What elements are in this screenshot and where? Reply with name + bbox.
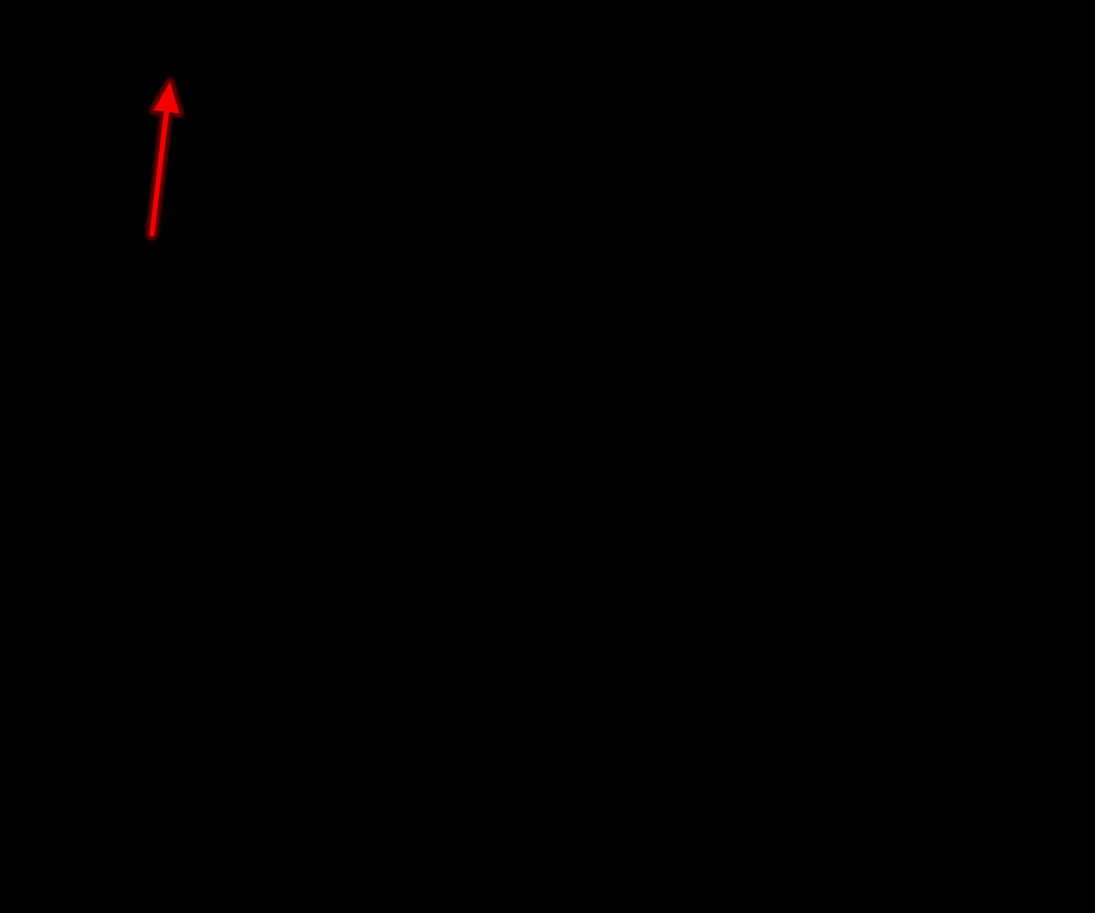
arrow-head xyxy=(153,82,180,114)
arrow-shaft xyxy=(149,105,170,237)
